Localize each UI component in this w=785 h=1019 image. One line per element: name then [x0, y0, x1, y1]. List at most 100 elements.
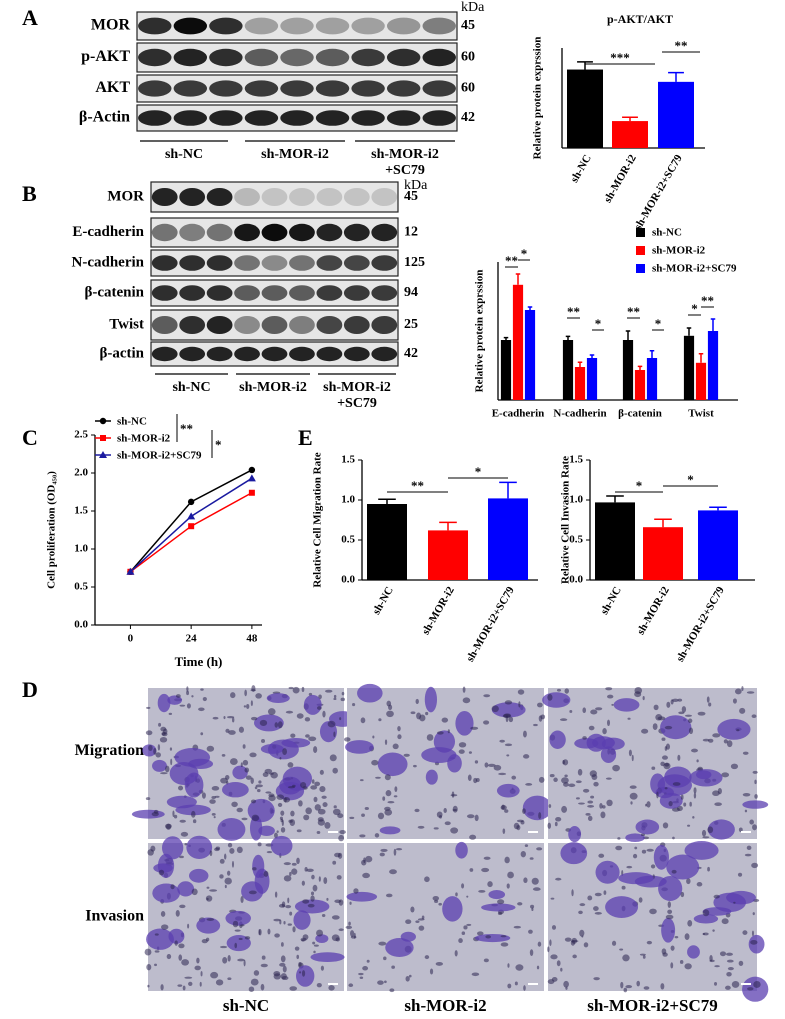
- cell-stain: [483, 694, 491, 698]
- blot-label: AKT: [95, 79, 130, 96]
- scale-bar: [528, 831, 538, 833]
- cell-stain: [366, 959, 370, 963]
- cell-stain: [658, 875, 683, 902]
- cell-stain: [488, 890, 506, 900]
- cell-stain: [248, 890, 257, 895]
- blot-band: [386, 80, 421, 97]
- bar: [567, 69, 603, 148]
- cell-stain: [324, 822, 331, 829]
- cell-stain: [363, 857, 366, 864]
- cell-stain: [619, 948, 624, 951]
- cell-stain: [210, 971, 219, 979]
- cell-stain: [487, 763, 496, 767]
- blot-band: [234, 346, 260, 362]
- cell-stain: [261, 955, 266, 960]
- cell-stain: [360, 717, 366, 724]
- cell-stain: [712, 790, 720, 797]
- cell-stain: [191, 888, 198, 896]
- cell-stain: [290, 733, 296, 738]
- cell-stain: [188, 981, 193, 986]
- cell-stain: [696, 882, 703, 887]
- cell-stain: [201, 792, 206, 799]
- kda-label: 42: [404, 346, 418, 361]
- cell-stain: [594, 892, 602, 897]
- cell-stain: [517, 902, 523, 906]
- cell-stain: [502, 828, 506, 834]
- cell-stain: [605, 896, 639, 918]
- cell-stain: [290, 810, 295, 817]
- cell-stain: [301, 970, 306, 977]
- cell-stain: [225, 728, 230, 733]
- cell-stain: [458, 749, 465, 754]
- cell-stain: [217, 818, 246, 841]
- cell-stain: [549, 939, 552, 947]
- cell-stain: [665, 743, 671, 750]
- cell-stain: [415, 920, 420, 923]
- cell-stain: [561, 777, 569, 784]
- cell-stain: [621, 885, 626, 890]
- cell-stain: [232, 765, 248, 780]
- cell-stain: [497, 899, 505, 905]
- cell-stain: [454, 950, 458, 957]
- cell-stain: [191, 810, 196, 818]
- cell-stain: [219, 858, 225, 864]
- cell-stain: [712, 733, 721, 738]
- cell-stain: [168, 712, 173, 716]
- cell-stain: [214, 795, 220, 798]
- cell-stain: [215, 846, 221, 850]
- blot-label: MOR: [107, 188, 144, 204]
- bar: [643, 527, 683, 580]
- blot-band: [244, 110, 279, 126]
- blot-band: [422, 48, 456, 67]
- cell-stain: [438, 902, 442, 906]
- cell-stain: [332, 767, 338, 774]
- scale-bar: [328, 983, 338, 985]
- cell-stain: [227, 954, 231, 962]
- cell-stain: [478, 890, 486, 893]
- cell-stain: [750, 939, 758, 945]
- cell-stain: [334, 852, 341, 858]
- cell-stain: [303, 694, 322, 715]
- blot-band: [206, 285, 233, 301]
- blot-band: [173, 17, 208, 35]
- cell-stain: [721, 918, 729, 925]
- cell-stain: [294, 946, 300, 951]
- row-label: Migration: [75, 742, 144, 759]
- cell-stain: [145, 730, 153, 736]
- blot-band: [343, 188, 370, 206]
- cell-stain: [714, 965, 720, 968]
- blot-band: [151, 285, 178, 301]
- cell-stain: [568, 783, 576, 788]
- cell-stain: [469, 834, 477, 840]
- cell-stain: [327, 720, 336, 728]
- cell-stain: [483, 958, 489, 963]
- cell-stain: [314, 804, 321, 811]
- cell-stain: [687, 718, 693, 724]
- x-tick-label: sh-MOR-i2: [602, 152, 639, 204]
- cell-stain: [522, 808, 526, 814]
- cell-stain: [393, 848, 397, 856]
- cell-stain: [474, 760, 479, 764]
- cell-stain: [611, 940, 617, 946]
- cell-stain: [664, 725, 673, 730]
- cell-stain: [471, 972, 480, 977]
- cell-stain: [346, 891, 378, 902]
- cell-stain: [289, 986, 298, 991]
- cell-stain: [154, 963, 158, 967]
- cell-stain: [338, 928, 344, 932]
- cell-stain: [221, 782, 249, 798]
- cell-stain: [299, 971, 302, 974]
- cell-stain: [500, 935, 507, 938]
- x-tick-label: sh-NC: [370, 585, 395, 617]
- cell-stain: [177, 785, 184, 791]
- cell-stain: [606, 799, 613, 807]
- cell-stain: [523, 877, 528, 884]
- cell-stain: [405, 975, 410, 982]
- blot-band: [316, 346, 343, 362]
- cell-stain: [179, 704, 186, 707]
- cell-stain: [160, 984, 164, 991]
- row-label: Invasion: [85, 908, 144, 925]
- cell-stain: [662, 952, 668, 957]
- cell-stain: [231, 801, 238, 808]
- cell-stain: [320, 965, 325, 971]
